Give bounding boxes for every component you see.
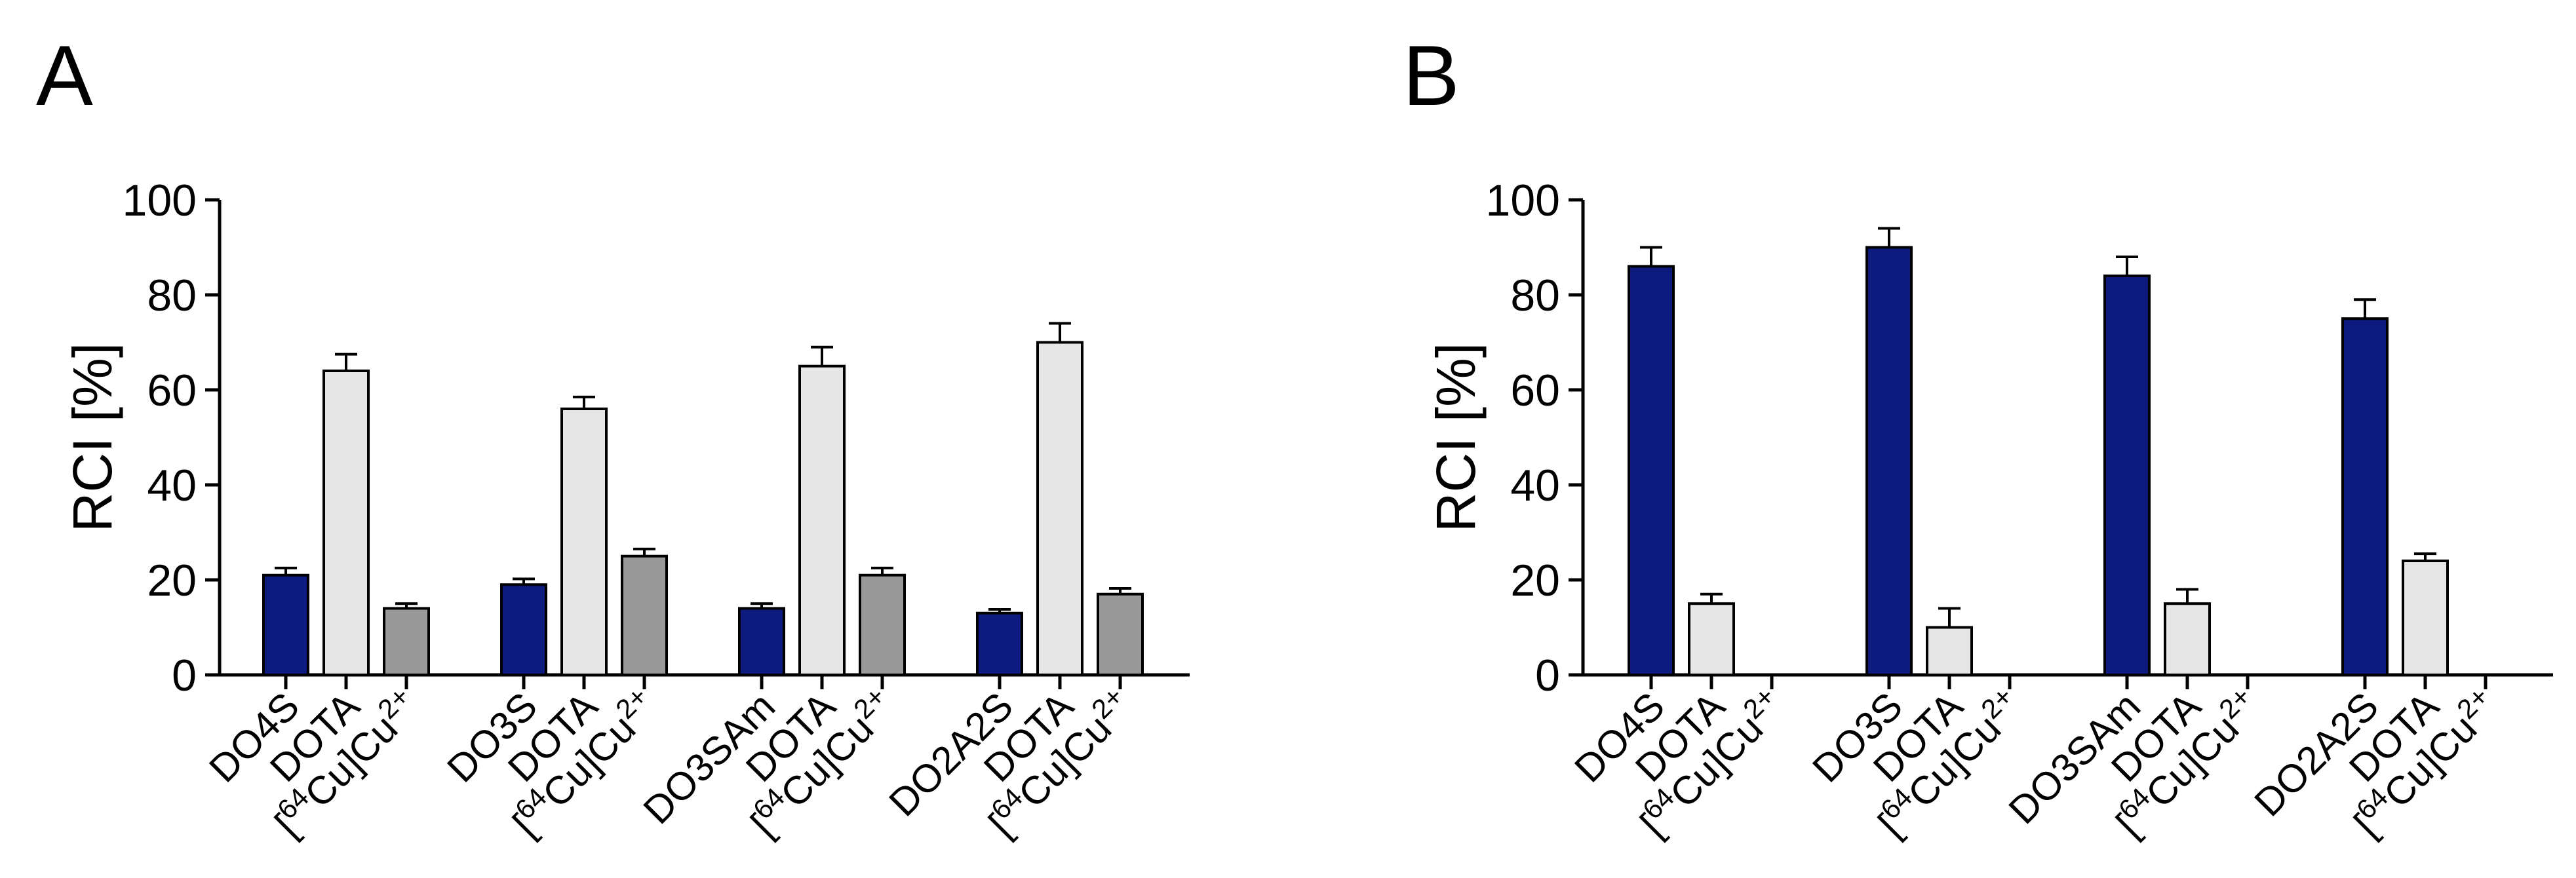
- panel-a-group-4-64cu-cu2-error-bar: [1109, 587, 1131, 594]
- panel-b-group-3-dota-bar: [2164, 602, 2211, 676]
- panel-a-group-3-64cu-cu2-bar: [859, 573, 906, 676]
- panel-b-group-3-do3sam-bar: [2103, 275, 2151, 676]
- panel-b-group-4-do2a2s-error-bar: [2354, 298, 2376, 319]
- panel-a-group-4-dota-bar: [1036, 341, 1083, 676]
- panel-b-group-1-do4s-error-bar: [1640, 246, 1662, 267]
- panel-b-y-tick-label-20: 20: [1510, 556, 1560, 605]
- panel-b-group-2-do3s-bar: [1865, 246, 1913, 676]
- panel-b-y-tick-label-60: 60: [1510, 366, 1560, 415]
- panel-b-y-tick-label-80: 80: [1510, 271, 1560, 320]
- panel-b-group-2-do3s-error-bar: [1878, 227, 1900, 248]
- panel-b-group-3-do3sam-error-bar: [2116, 256, 2138, 276]
- panel-a-group-2-64cu-cu2-bar: [621, 554, 668, 676]
- panel-a-group-1-dota-bar: [322, 370, 370, 676]
- panel-a-y-tick-label-20: 20: [147, 556, 197, 605]
- panel-a-group-4-64cu-cu2-bar: [1097, 592, 1144, 676]
- panel-a-group-4-do2a2s-bar: [976, 611, 1023, 676]
- panel-b-group-4-dota-error-bar: [2414, 552, 2436, 561]
- panel-b-y-tick-label-100: 100: [1486, 176, 1560, 225]
- panel-a-y-tick-label-40: 40: [147, 461, 197, 510]
- panel-b-group-1-dota-error-bar: [1700, 592, 1723, 604]
- panel-a-y-tick-label-0: 0: [172, 651, 197, 700]
- panel-a-group-2-64cu-cu2-error-bar: [633, 547, 655, 556]
- panel-b-group-4-do2a2s-bar: [2341, 317, 2389, 676]
- panel-a-group-4-dota-error-bar: [1049, 322, 1071, 343]
- panel-a-group-3-do3sam-error-bar: [751, 602, 773, 609]
- panel-a-group-1-dota-error-bar: [335, 353, 357, 371]
- panel-a-group-3-dota-bar: [798, 364, 846, 676]
- panel-letter-a: A: [36, 28, 93, 123]
- panel-b-group-1-dota-bar: [1688, 602, 1735, 676]
- panel-a-group-1-do4s-error-bar: [275, 566, 297, 575]
- panel-b-group-3-dota-error-bar: [2176, 588, 2198, 604]
- panel-a-group-2-dota-bar: [560, 408, 608, 676]
- panel-a-group-2-dota-error-bar: [573, 395, 595, 409]
- panel-a-group-3-dota-error-bar: [811, 345, 833, 366]
- panel-a-group-3-64cu-cu2-error-bar: [871, 566, 893, 575]
- panel-a-group-3-do3sam-bar: [738, 607, 785, 676]
- panel-b-y-axis-label: RCI [%]: [1425, 343, 1487, 532]
- panel-a-group-1-do4s-bar: [262, 573, 309, 676]
- panel-b-group-2-dota-error-bar: [1938, 607, 1961, 628]
- panel-a-group-1-64cu-cu2-error-bar: [395, 602, 418, 609]
- panel-a-y-axis-label: RCI [%]: [62, 343, 123, 532]
- panel-a-y-tick-label-80: 80: [147, 271, 197, 320]
- panel-b-group-2-dota-bar: [1926, 626, 1973, 676]
- panel-a-y-tick-label-60: 60: [147, 366, 197, 415]
- panel-a-group-4-do2a2s-error-bar: [988, 607, 1011, 613]
- panel-letter-b: B: [1403, 28, 1460, 123]
- panel-a-y-tick-label-100: 100: [123, 176, 197, 225]
- panel-a-group-2-do3s-bar: [500, 583, 547, 676]
- panel-a-group-1-64cu-cu2-bar: [383, 607, 430, 676]
- panel-b-group-4-dota-bar: [2402, 560, 2449, 676]
- panel-a-group-2-do3s-error-bar: [513, 577, 535, 585]
- panel-b-y-tick-label-40: 40: [1510, 461, 1560, 510]
- panel-b-group-1-do4s-bar: [1628, 265, 1675, 676]
- panel-b-y-tick-label-0: 0: [1535, 651, 1560, 700]
